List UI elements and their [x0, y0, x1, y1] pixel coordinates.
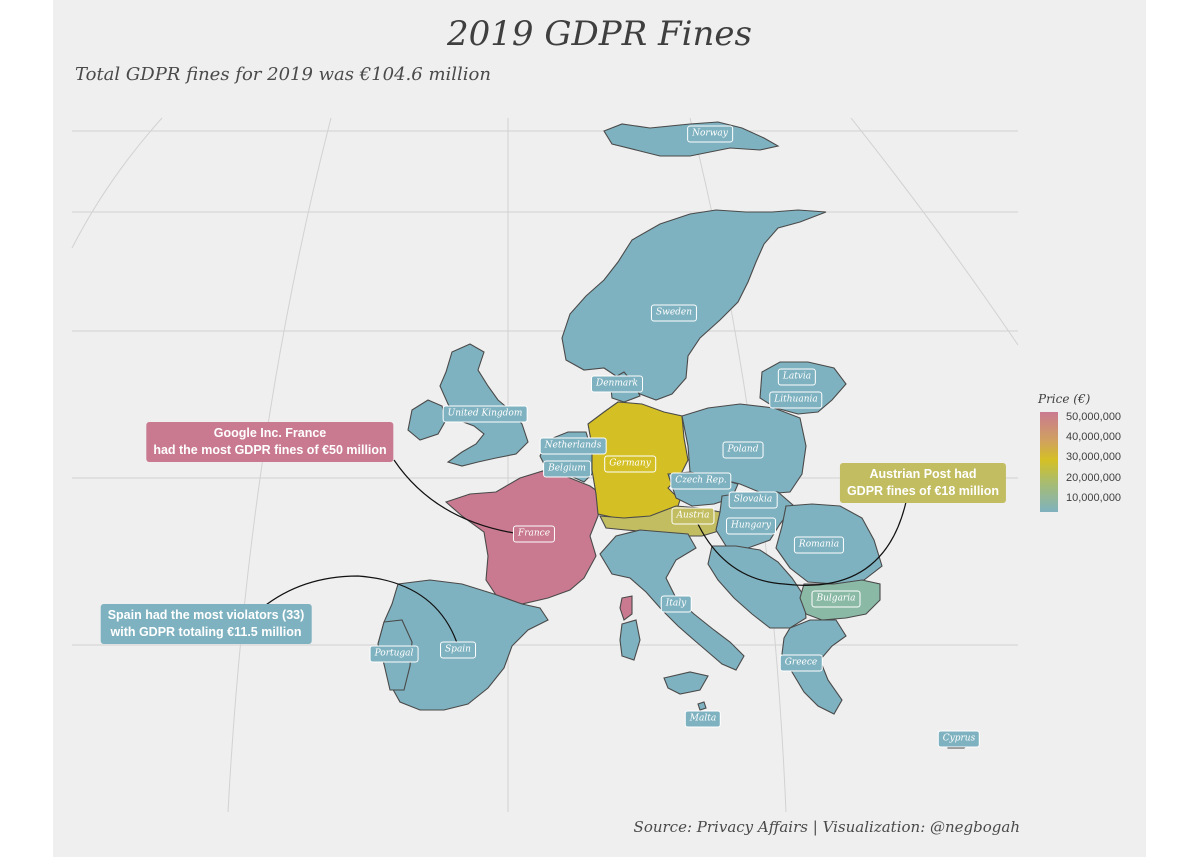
- country-label-greece: Greece: [779, 654, 823, 672]
- country-label-hungary: Hungary: [726, 517, 776, 535]
- country-label-belgium: Belgium: [543, 460, 591, 478]
- sardinia-shape: [619, 619, 641, 661]
- map-subtitle: Total GDPR fines for 2019 was €104.6 mil…: [75, 64, 491, 85]
- sicily-shape: [663, 671, 709, 695]
- country-label-czech-rep: Czech Rep.: [670, 472, 732, 490]
- spain-annotation-line1: Spain had the most violators (33): [107, 608, 305, 622]
- legend-color-bar: [1040, 412, 1058, 512]
- country-label-portugal: Portugal: [369, 645, 419, 663]
- france-annotation-line1: Google Inc. France: [213, 426, 327, 440]
- france-annotation-line2: had the most GDPR fines of €50 million: [153, 443, 387, 457]
- country-label-malta: Malta: [684, 710, 722, 728]
- legend-title: Price (€): [1038, 392, 1091, 406]
- country-label-italy: Italy: [660, 595, 692, 613]
- country-label-slovakia: Slovakia: [728, 491, 778, 509]
- country-label-denmark: Denmark: [591, 375, 643, 393]
- country-label-united-kingdom: United Kingdom: [442, 405, 528, 423]
- country-label-france: France: [512, 525, 556, 543]
- color-legend: Price (€) 50,000,000 40,000,000 30,000,0…: [1038, 392, 1121, 512]
- legend-tick: 30,000,000: [1066, 451, 1122, 463]
- france-annotation: Google Inc. France had the most GDPR fin…: [146, 422, 394, 462]
- spain-annotation: Spain had the most violators (33) with G…: [100, 604, 312, 644]
- map-caption: Source: Privacy Affairs | Visualization:…: [633, 818, 1020, 836]
- country-label-spain: Spain: [440, 641, 476, 659]
- map-title: 2019 GDPR Fines: [447, 14, 752, 54]
- country-label-cyprus: Cyprus: [937, 730, 981, 748]
- austria-annotation: Austrian Post had GDPR fines of €18 mill…: [839, 463, 1007, 503]
- austria-curve: [695, 501, 907, 586]
- country-label-bulgaria: Bulgaria: [811, 590, 861, 608]
- country-label-sweden: Sweden: [650, 304, 698, 322]
- country-label-poland: Poland: [722, 441, 764, 459]
- austria-annotation-line1: Austrian Post had: [869, 467, 977, 481]
- legend-tick: 40,000,000: [1066, 431, 1122, 443]
- legend-tick: 10,000,000: [1066, 492, 1122, 504]
- country-label-lithuania: Lithuania: [769, 391, 823, 409]
- country-label-netherlands: Netherlands: [539, 437, 607, 455]
- country-label-norway: Norway: [687, 125, 733, 143]
- austria-annotation-line2: GDPR fines of €18 million: [846, 484, 1000, 498]
- corsica-shape: [619, 595, 633, 621]
- country-label-austria: Austria: [671, 507, 715, 525]
- legend-tick: 50,000,000: [1066, 411, 1122, 423]
- country-label-latvia: Latvia: [777, 368, 817, 386]
- spain-annotation-line2: with GDPR totaling €11.5 million: [110, 625, 302, 639]
- country-label-germany: Germany: [604, 455, 656, 473]
- ireland-shape: [407, 399, 447, 441]
- spain-curve: [261, 575, 461, 653]
- malta-shape: [697, 701, 707, 711]
- legend-tick: 20,000,000: [1066, 472, 1122, 484]
- country-label-romania: Romania: [793, 536, 845, 554]
